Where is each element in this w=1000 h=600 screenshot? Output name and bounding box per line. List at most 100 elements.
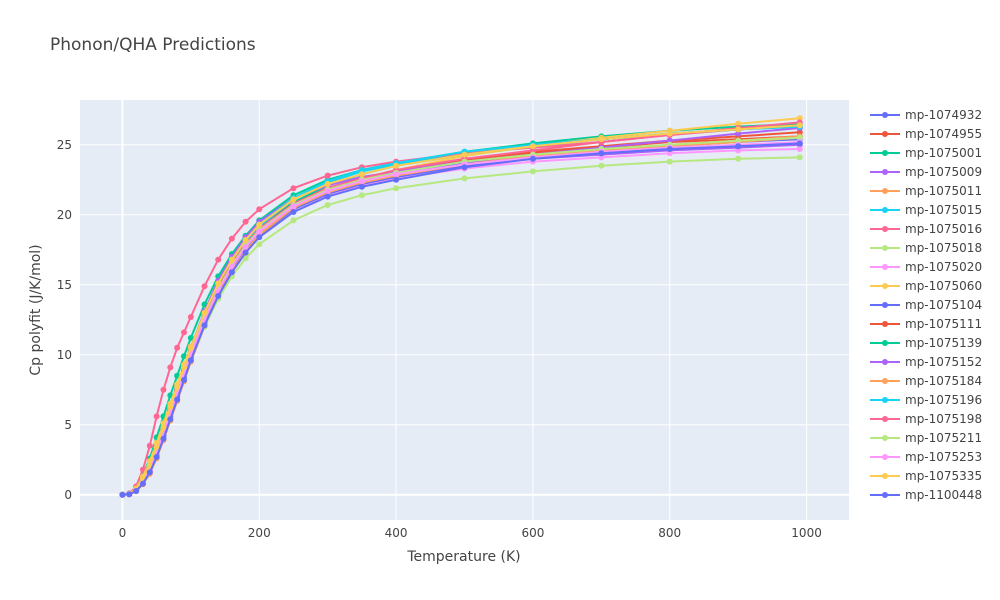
data-point: [358, 167, 365, 173]
data-point: [201, 309, 208, 316]
data-point: [796, 129, 803, 136]
legend-item[interactable]: mp-1074932: [870, 108, 982, 122]
data-point: [153, 444, 160, 451]
data-point: [290, 185, 297, 192]
legend-marker: [882, 283, 888, 289]
data-point: [735, 126, 742, 133]
y-tick-label: 15: [57, 278, 72, 292]
data-point: [160, 435, 167, 442]
data-point: [242, 237, 249, 243]
x-tick-label: 400: [385, 526, 408, 540]
x-tick-label: 0: [119, 526, 127, 540]
data-point: [290, 203, 297, 210]
data-point: [598, 154, 605, 161]
legend-label: mp-1075011: [905, 184, 982, 198]
data-point: [796, 146, 803, 152]
y-tick-label: 0: [64, 488, 72, 502]
data-point: [228, 256, 235, 263]
y-axis-title: Cp polyfit (J/K/mol): [28, 244, 44, 375]
data-point: [358, 183, 365, 190]
data-point: [598, 150, 605, 157]
series-line: [122, 122, 800, 496]
legend-item[interactable]: mp-1075198: [870, 412, 982, 426]
data-point: [187, 335, 194, 341]
legend-marker: [882, 150, 888, 156]
legend-label: mp-1075018: [905, 241, 982, 255]
data-point: [256, 228, 263, 235]
legend-item[interactable]: mp-1075211: [870, 431, 982, 445]
legend-item[interactable]: mp-1075184: [870, 374, 982, 388]
legend-item[interactable]: mp-1100448: [870, 488, 982, 502]
legend: mp-1074932 mp-1074955 mp-1075001 mp-1075009…: [870, 108, 982, 502]
chart-title: Phonon/QHA Predictions: [50, 35, 256, 55]
data-point: [167, 416, 174, 423]
legend-marker: [882, 378, 888, 384]
data-point: [666, 150, 673, 157]
legend-label: mp-1074932: [905, 108, 982, 122]
legend-item[interactable]: mp-1075001: [870, 146, 982, 160]
legend-marker: [882, 340, 888, 346]
data-point: [796, 134, 803, 141]
legend-item[interactable]: mp-1075196: [870, 393, 982, 407]
data-point: [290, 217, 297, 224]
data-point: [666, 146, 673, 152]
data-point: [324, 188, 331, 194]
legend-marker: [882, 131, 888, 137]
legend-label: mp-1075198: [905, 412, 982, 426]
legend-item[interactable]: mp-1075009: [870, 165, 982, 179]
data-point: [598, 136, 605, 143]
legend-item[interactable]: mp-1075060: [870, 279, 982, 293]
data-point: [242, 249, 249, 256]
data-point: [256, 206, 263, 213]
data-point: [324, 172, 331, 179]
legend-marker: [882, 473, 888, 479]
data-point: [201, 322, 208, 329]
legend-item[interactable]: mp-1075152: [870, 355, 982, 369]
legend-item[interactable]: mp-1075335: [870, 469, 982, 483]
legend-label: mp-1075253: [905, 450, 982, 464]
plot-area: 0 200 400 600 800 1000 0 5 10 15 20 25: [57, 100, 849, 540]
legend-item[interactable]: mp-1075111: [870, 317, 982, 331]
legend-marker: [882, 321, 888, 327]
legend-label: mp-1100448: [905, 488, 982, 502]
data-point: [153, 454, 160, 460]
data-point: [358, 192, 365, 199]
legend-item[interactable]: mp-1074955: [870, 127, 982, 141]
legend-item[interactable]: mp-1075104: [870, 298, 982, 312]
legend-item[interactable]: mp-1075253: [870, 450, 982, 464]
legend-label: mp-1075015: [905, 203, 982, 217]
y-tick-label: 10: [57, 348, 72, 362]
data-point: [324, 181, 331, 187]
data-point: [126, 491, 133, 498]
data-point: [146, 469, 153, 476]
legend-marker: [882, 397, 888, 403]
legend-item[interactable]: mp-1075016: [870, 222, 982, 236]
data-point: [215, 293, 222, 299]
data-point: [461, 164, 468, 171]
legend-marker: [882, 245, 888, 251]
legend-item[interactable]: mp-1075015: [870, 203, 982, 217]
data-point: [160, 424, 167, 431]
data-point: [796, 115, 803, 122]
data-point: [242, 218, 249, 225]
legend-item[interactable]: mp-1075011: [870, 184, 982, 198]
legend-marker: [882, 264, 888, 270]
legend-marker: [882, 207, 888, 213]
data-point: [160, 386, 167, 393]
x-tick-label: 800: [658, 526, 681, 540]
legend-label: mp-1075009: [905, 165, 982, 179]
legend-item[interactable]: mp-1075020: [870, 260, 982, 274]
data-point: [187, 344, 194, 351]
legend-label: mp-1074955: [905, 127, 982, 141]
data-point: [180, 377, 187, 383]
data-point: [180, 353, 187, 360]
legend-item[interactable]: mp-1075018: [870, 241, 982, 255]
data-point: [187, 357, 194, 364]
legend-item[interactable]: mp-1075139: [870, 336, 982, 350]
data-point: [529, 155, 536, 162]
legend-label: mp-1075152: [905, 355, 982, 369]
data-point: [358, 178, 365, 185]
data-point: [133, 488, 140, 495]
legend-marker: [882, 188, 888, 194]
